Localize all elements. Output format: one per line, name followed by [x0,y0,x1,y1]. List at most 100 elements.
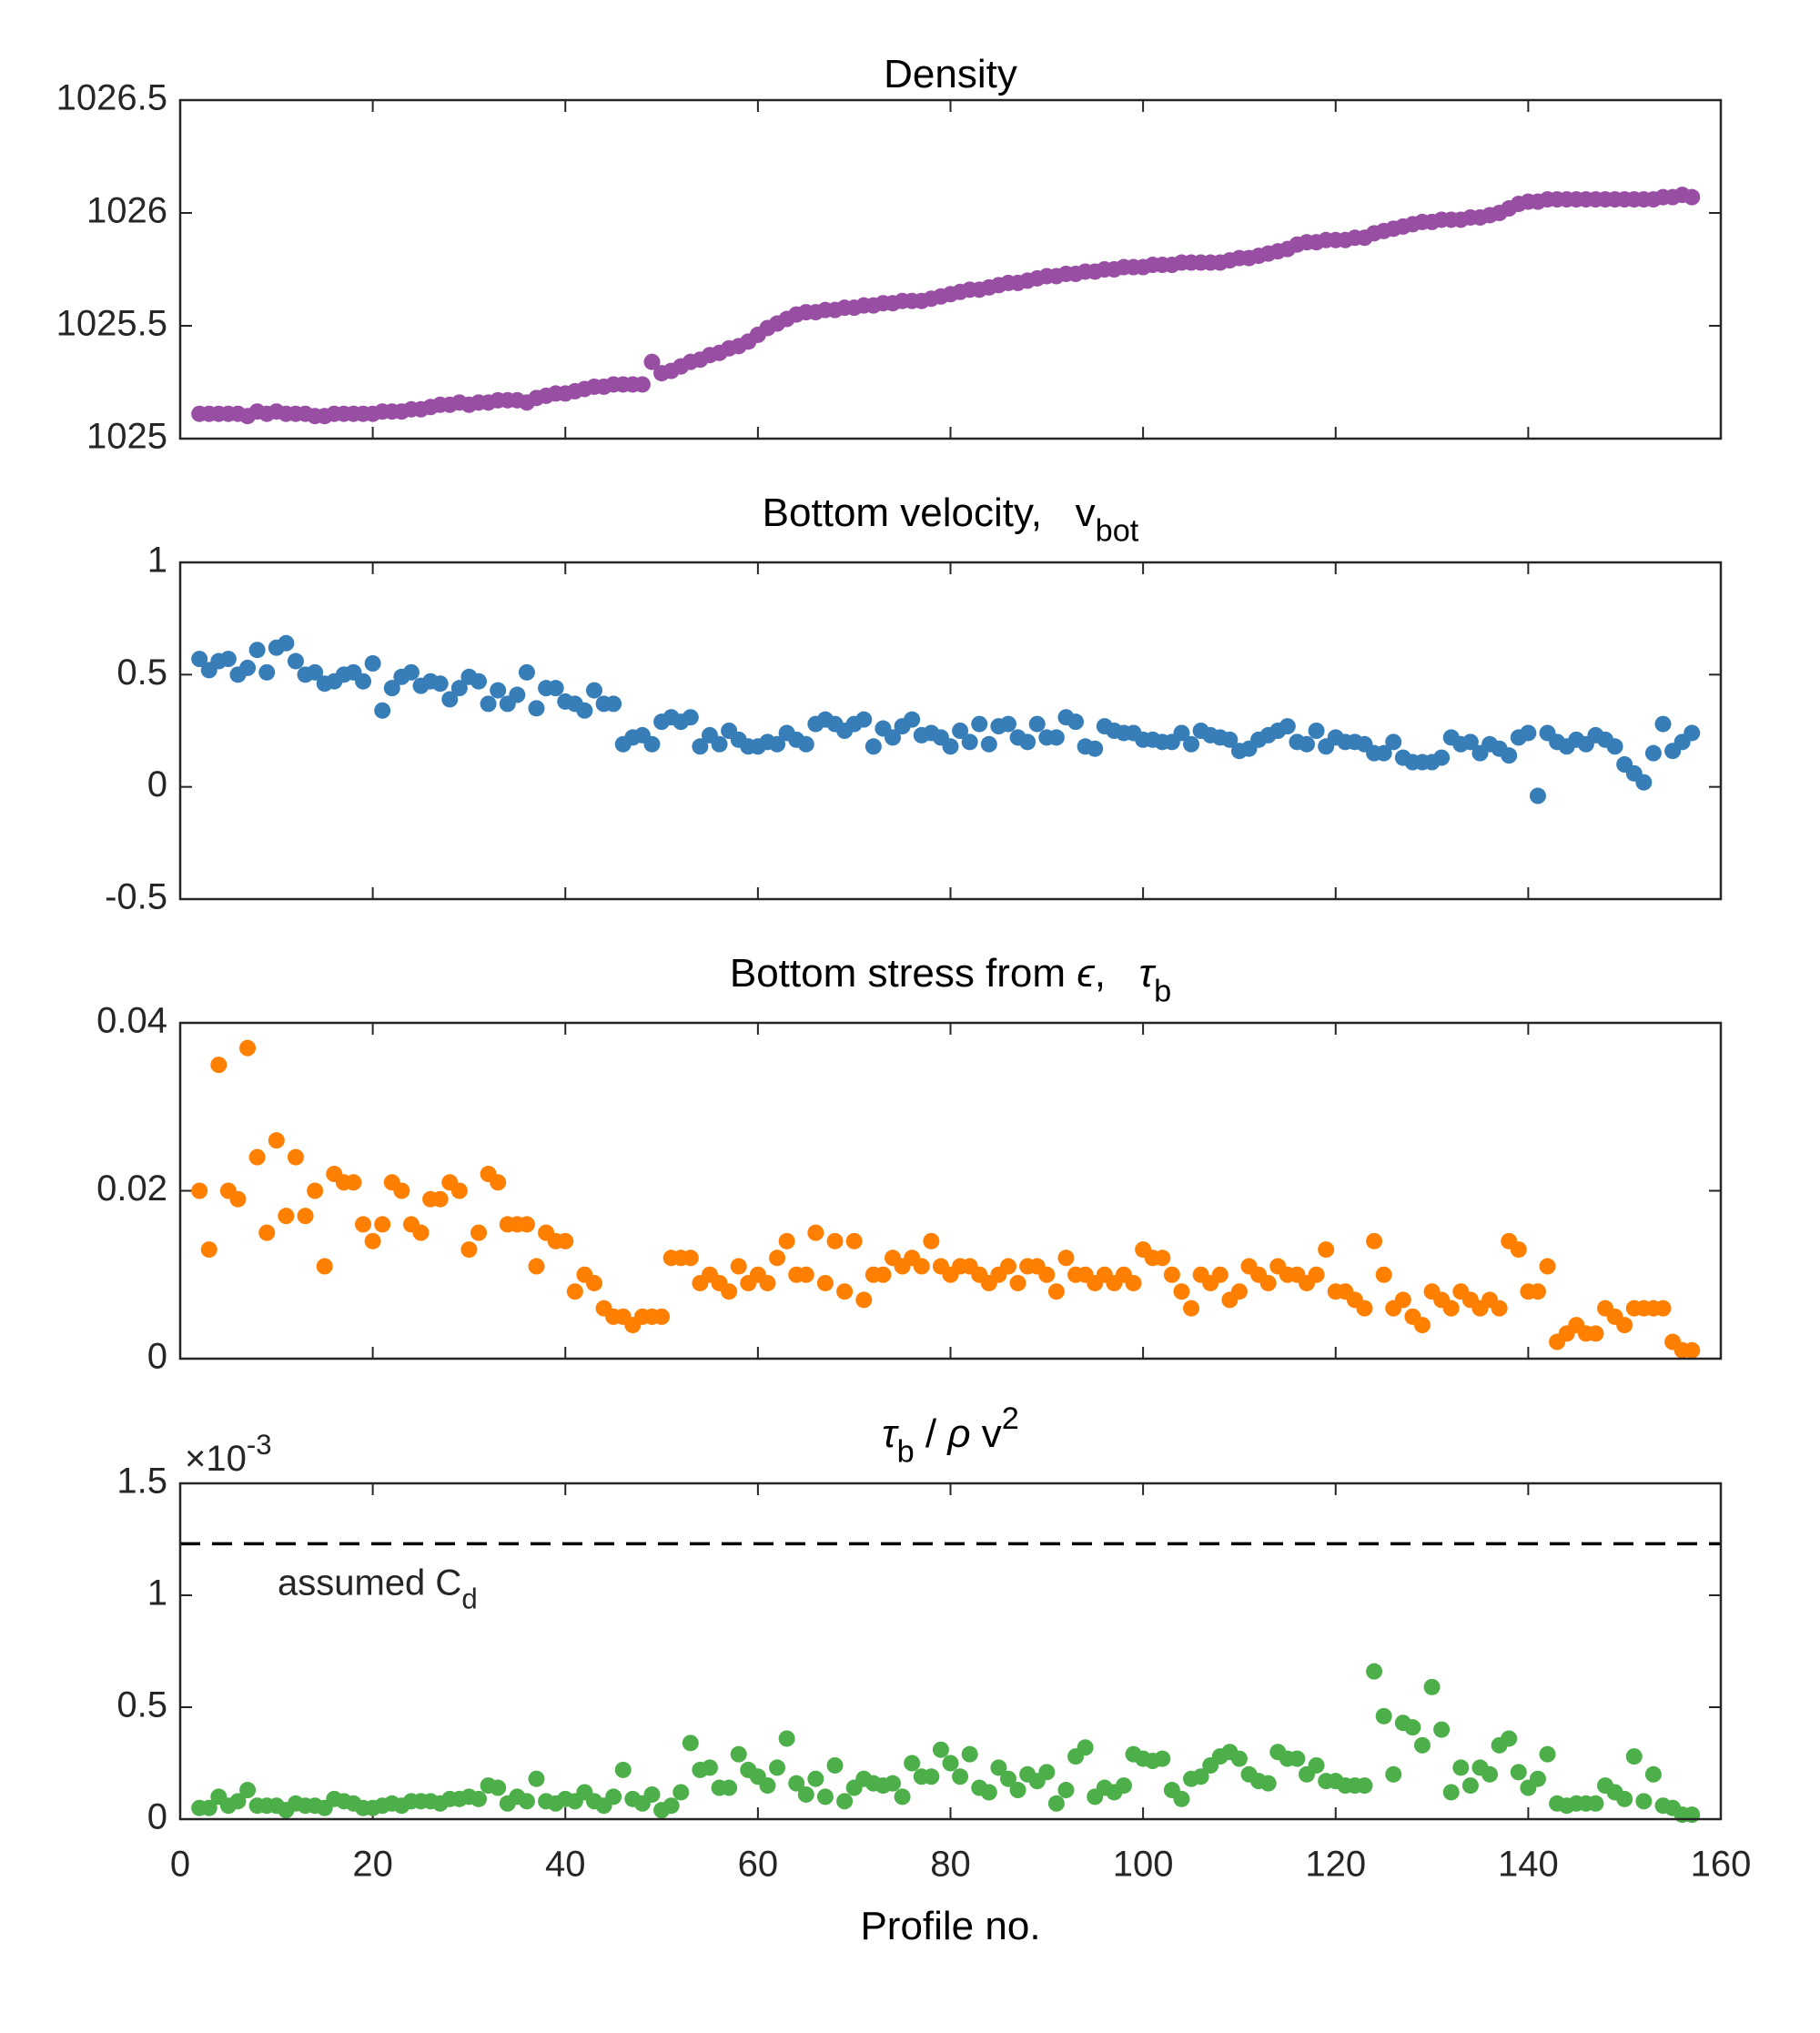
data-point [904,1755,921,1772]
text-part: d [461,1583,477,1615]
data-point [210,1057,228,1074]
data-point [807,1770,824,1787]
data-point [1125,1274,1142,1291]
panel-title: Bottom velocity, vbot [763,491,1139,549]
data-point [971,715,988,733]
data-point [1684,1806,1701,1824]
data-point [355,1216,372,1233]
data-point [682,1249,699,1267]
data-point [307,663,324,681]
data-point [1491,1300,1508,1317]
data-point [1510,1764,1527,1781]
data-point [1433,749,1451,766]
data-point [1009,1274,1026,1291]
text-part: 2 [1002,1401,1019,1436]
data-point [797,1266,814,1283]
data-point [239,1782,257,1799]
x-tick-label: 0 [170,1845,190,1885]
data-point [1067,713,1085,731]
x-tick-label: 40 [545,1845,586,1885]
data-point [913,1258,930,1275]
data-point [383,680,400,697]
data-point [566,1283,583,1300]
data-point [1461,1777,1479,1795]
text-part: -3 [247,1429,272,1461]
data-point [287,1148,304,1166]
data-point [1038,1266,1056,1283]
text-part: assumed C [278,1563,461,1603]
data-point [518,663,535,681]
data-point [855,1291,873,1309]
data-point [1115,1777,1132,1795]
data-point [557,1232,574,1249]
data-point [769,1759,786,1776]
data-point [509,686,526,703]
y-tick-label: 0 [147,1797,167,1837]
data-point [759,1274,776,1291]
data-point [826,1756,844,1774]
data-point [239,1039,257,1057]
data-point [258,1224,276,1241]
data-point [307,1182,324,1199]
data-point [1654,1300,1672,1317]
data-point [942,738,959,755]
data-point [1057,1782,1075,1799]
data-point [576,702,593,719]
data-point [1452,1759,1470,1776]
data-point [1442,1784,1460,1801]
panel-title: τb / ρ v2 [882,1401,1019,1470]
data-point [258,663,276,681]
data-point [1308,1266,1325,1283]
data-point [200,1241,217,1259]
data-point [1644,744,1662,762]
data-point [1230,1750,1248,1767]
data-point [470,1224,488,1241]
data-point [1616,1790,1633,1807]
data-point [701,1759,718,1776]
text-part: τ [1139,951,1157,996]
data-point [807,1224,824,1241]
data-point [1318,1241,1335,1259]
data-point [952,723,969,739]
data-point [1404,1719,1421,1736]
data-point [364,655,381,672]
data-point [923,1768,940,1785]
data-point [1442,1300,1460,1317]
data-point [1289,1750,1306,1767]
data-point [778,1730,795,1747]
reference-label: assumed Cd [278,1563,478,1614]
y-tick-label: 0 [147,1337,167,1377]
x-tick-label: 120 [1305,1845,1366,1885]
data-point [1520,724,1537,742]
data-point [894,1788,911,1805]
data-point [1635,774,1653,791]
data-point [1047,1283,1065,1300]
data-point [1635,1793,1653,1810]
data-point [1644,1765,1662,1783]
axes-box [178,561,1723,901]
data-point [1057,1249,1075,1267]
data-point [1356,1777,1373,1795]
data-point [864,738,882,755]
x-tick-label: 100 [1113,1845,1174,1885]
data-point [287,652,304,670]
data-point [1221,731,1239,748]
data-point [268,1132,285,1149]
data-point [316,1258,333,1275]
data-point [730,1745,747,1763]
data-point [1385,1765,1402,1783]
data-point [585,1274,602,1291]
data-point [721,1779,738,1796]
data-point [1173,1790,1190,1807]
data-point [460,1241,478,1259]
data-point [836,1793,854,1810]
data-point [633,376,651,393]
data-point [518,1216,535,1233]
data-point [1173,724,1190,742]
data-point [778,1232,795,1249]
data-point [528,700,545,717]
data-point [1047,1795,1065,1812]
